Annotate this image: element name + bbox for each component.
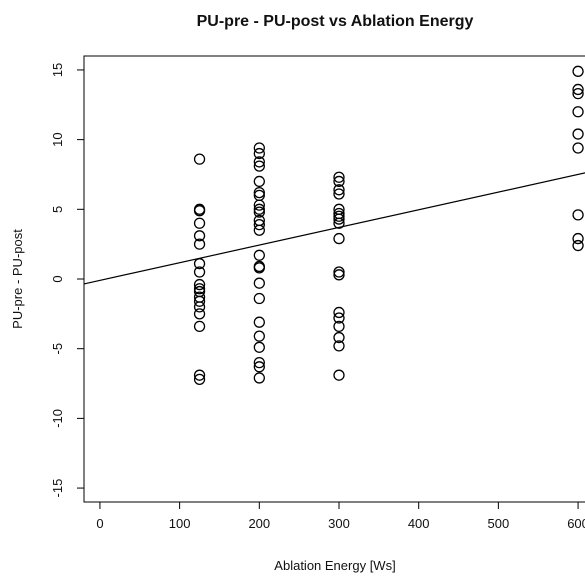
data-point bbox=[572, 65, 584, 77]
x-tick-label: 400 bbox=[408, 516, 430, 531]
data-point bbox=[253, 262, 265, 274]
y-axis-title: PU-pre - PU-post bbox=[10, 229, 25, 329]
data-point bbox=[193, 266, 206, 278]
data-point bbox=[253, 147, 265, 160]
data-point bbox=[333, 175, 345, 188]
data-point bbox=[572, 87, 584, 100]
data-point bbox=[253, 206, 265, 218]
data-point bbox=[333, 184, 345, 196]
x-tick-label: 500 bbox=[488, 516, 510, 531]
x-tick-label: 600 bbox=[567, 516, 585, 531]
data-point bbox=[333, 312, 345, 324]
data-point bbox=[253, 199, 265, 211]
data-point bbox=[333, 331, 345, 344]
data-point bbox=[333, 320, 345, 333]
x-tick-label: 100 bbox=[169, 516, 191, 531]
data-point bbox=[572, 142, 584, 154]
y-tick-label: 5 bbox=[50, 206, 65, 213]
data-point bbox=[572, 232, 584, 245]
data-point bbox=[253, 341, 265, 353]
y-axis: -15 -10 -5 0 5 10 15 bbox=[50, 63, 84, 498]
data-point bbox=[333, 266, 345, 278]
data-point bbox=[253, 224, 265, 236]
data-point bbox=[333, 217, 345, 229]
data-point bbox=[253, 372, 265, 384]
x-tick-label: 300 bbox=[328, 516, 350, 531]
data-point bbox=[193, 283, 206, 295]
y-tick-label: 10 bbox=[50, 132, 65, 146]
data-point bbox=[333, 210, 345, 222]
x-tick-label: 200 bbox=[248, 516, 270, 531]
data-point bbox=[193, 308, 206, 320]
y-tick-label: 15 bbox=[50, 63, 65, 77]
data-point bbox=[253, 361, 265, 373]
data-point bbox=[253, 218, 265, 231]
data-point bbox=[333, 306, 345, 319]
data-point bbox=[253, 175, 265, 188]
data-point bbox=[253, 330, 265, 342]
x-tick-label: 0 bbox=[96, 516, 103, 531]
data-point bbox=[193, 238, 206, 250]
data-point bbox=[253, 142, 265, 154]
data-point bbox=[193, 373, 206, 386]
data-point bbox=[253, 356, 265, 369]
y-tick-label: -5 bbox=[50, 343, 65, 355]
data-point bbox=[193, 301, 206, 313]
data-point bbox=[572, 128, 584, 140]
data-point bbox=[572, 106, 584, 118]
data-point bbox=[333, 369, 345, 381]
data-point bbox=[572, 209, 584, 221]
data-points bbox=[193, 65, 584, 386]
data-point bbox=[193, 278, 206, 291]
data-point bbox=[253, 160, 265, 172]
data-point bbox=[193, 217, 206, 229]
x-axis: 0 100 200 300 400 500 600 bbox=[96, 502, 585, 531]
y-tick-label: -15 bbox=[50, 479, 65, 498]
data-point bbox=[253, 292, 265, 305]
data-point bbox=[193, 295, 206, 307]
data-point bbox=[333, 269, 345, 281]
data-point bbox=[253, 316, 265, 328]
data-point bbox=[193, 230, 206, 242]
regression-line bbox=[83, 172, 585, 285]
plot-frame bbox=[83, 55, 585, 503]
data-point bbox=[333, 232, 345, 245]
data-point bbox=[333, 340, 345, 352]
data-point bbox=[333, 213, 345, 225]
y-tick-label: 0 bbox=[50, 275, 65, 282]
data-point bbox=[253, 156, 265, 168]
x-axis-title: Ablation Energy [Ws] bbox=[274, 558, 395, 573]
data-point bbox=[253, 186, 265, 199]
data-point bbox=[253, 277, 265, 289]
data-point bbox=[333, 171, 345, 183]
y-tick-label: -10 bbox=[50, 409, 65, 428]
data-point bbox=[253, 203, 265, 215]
data-point bbox=[572, 83, 584, 96]
data-point bbox=[193, 369, 206, 381]
data-point bbox=[333, 188, 345, 200]
data-point bbox=[193, 205, 206, 217]
data-point bbox=[572, 239, 584, 252]
chart-title: PU-pre - PU-post vs Ablation Energy bbox=[197, 13, 474, 30]
data-point bbox=[193, 153, 206, 165]
data-point bbox=[253, 249, 265, 261]
data-point bbox=[193, 320, 206, 333]
